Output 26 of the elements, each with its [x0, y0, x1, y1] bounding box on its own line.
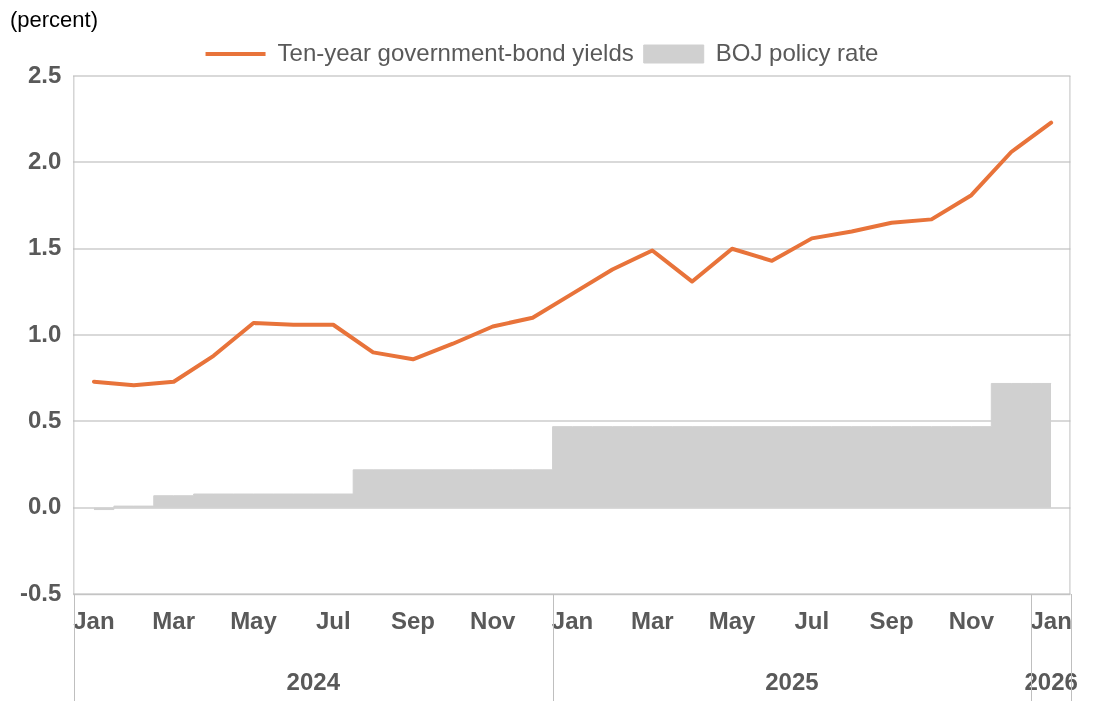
x-tick-label: Jul: [794, 607, 830, 635]
x-tick-label: Mar: [630, 607, 674, 635]
legend-label: BOJ policy rate: [715, 38, 879, 66]
x-tick-label: Mar: [152, 607, 196, 635]
text: 2026: [1024, 667, 1078, 695]
y-tick-label: 0.5: [27, 406, 62, 434]
y-axis-title: (percent): [10, 7, 99, 33]
x-tick-label: Sep: [869, 607, 914, 635]
x-tick-label: May: [230, 607, 278, 635]
y-tick-label: 1.0: [27, 319, 62, 347]
x-tick-label: Nov: [948, 607, 995, 635]
x-tick-label: May: [708, 607, 757, 635]
x-tick-label: Jan: [73, 607, 115, 635]
x-tick-label: Jan: [1030, 607, 1072, 635]
x-tick-label: Sep: [391, 607, 436, 635]
legend-label: Ten-year government-bond yields: [277, 38, 634, 66]
y-tick-label: -0.5: [20, 578, 62, 606]
y-tick-label: 2.0: [27, 146, 62, 174]
y-tick-label: 1.5: [27, 233, 62, 261]
text: 2024: [286, 667, 341, 695]
x-tick-label: Jan: [551, 607, 594, 635]
y-tick-label: 2.5: [27, 60, 62, 88]
text: 2025: [765, 667, 819, 695]
y-tick-label: 0.0: [27, 492, 62, 520]
x-tick-label: Jul: [315, 607, 351, 635]
x-tick-label: Nov: [470, 607, 517, 635]
